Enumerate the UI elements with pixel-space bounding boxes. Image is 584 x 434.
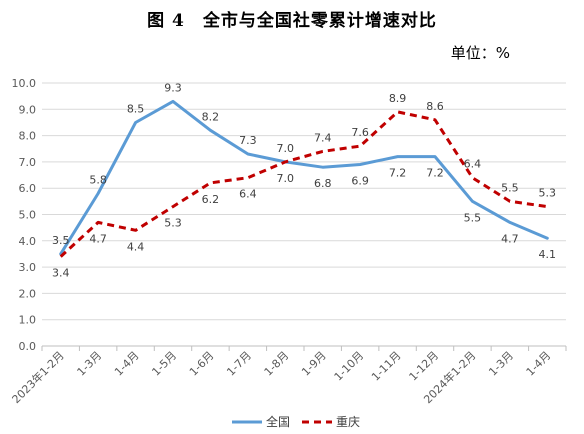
data-label-national: 3.5 xyxy=(52,234,70,247)
y-tick-label: 8.0 xyxy=(19,130,37,143)
data-label-national: 6.9 xyxy=(351,175,369,188)
x-tick-label: 1-10月 xyxy=(332,349,367,384)
data-label-national: 7.3 xyxy=(239,134,257,147)
x-tick-label: 1-4月 xyxy=(524,349,554,379)
y-tick-label: 1.0 xyxy=(19,314,37,327)
data-label-national: 5.8 xyxy=(89,173,107,186)
x-tick-label: 1-3月 xyxy=(75,349,105,379)
data-label-national: 7.2 xyxy=(389,167,407,180)
data-label-national: 6.8 xyxy=(314,177,332,190)
legend-label: 重庆 xyxy=(336,415,360,429)
y-tick-label: 7.0 xyxy=(19,156,37,169)
x-tick-label: 1-3月 xyxy=(486,349,516,379)
data-label-chongqing: 7.4 xyxy=(314,131,332,144)
data-label-chongqing: 6.4 xyxy=(239,188,257,201)
data-label-national: 8.5 xyxy=(127,102,145,115)
data-label-national: 4.7 xyxy=(501,232,519,245)
x-tick-label: 1-11月 xyxy=(369,349,404,384)
x-tick-label: 1-6月 xyxy=(187,349,217,379)
data-label-chongqing: 5.3 xyxy=(539,187,557,200)
y-tick-label: 3.0 xyxy=(19,261,37,274)
x-tick-label: 1-4月 xyxy=(112,349,142,379)
y-tick-label: 2.0 xyxy=(19,287,37,300)
data-label-national: 8.2 xyxy=(202,110,220,123)
data-label-national: 7.0 xyxy=(277,172,295,185)
x-tick-label: 1-5月 xyxy=(149,349,179,379)
data-label-chongqing: 5.5 xyxy=(501,181,519,194)
data-label-chongqing: 8.9 xyxy=(389,92,407,105)
chart-title: 图 4 全市与全国社零累计增速对比 xyxy=(147,11,437,31)
data-label-national: 5.5 xyxy=(464,211,482,224)
data-label-chongqing: 3.4 xyxy=(52,267,70,280)
series-line-national xyxy=(59,99,549,256)
x-tick-label: 1-12月 xyxy=(406,349,441,384)
y-tick-label: 0.0 xyxy=(19,340,37,353)
x-tick-label: 2023年1-2月 xyxy=(9,348,67,406)
y-tick-label: 6.0 xyxy=(19,182,37,195)
data-label-chongqing: 5.3 xyxy=(164,217,182,230)
data-label-national: 4.1 xyxy=(539,248,557,261)
y-tick-label: 4.0 xyxy=(19,235,37,248)
y-tick-label: 5.0 xyxy=(19,209,37,222)
data-label-chongqing: 8.6 xyxy=(426,100,444,113)
legend-label: 全国 xyxy=(266,414,290,429)
y-tick-label: 10.0 xyxy=(12,77,37,90)
data-label-chongqing: 7.6 xyxy=(351,126,369,139)
data-label-chongqing: 6.4 xyxy=(464,158,482,171)
data-label-chongqing: 6.2 xyxy=(202,193,220,206)
y-tick-label: 9.0 xyxy=(19,103,37,116)
data-label-national: 7.2 xyxy=(426,167,444,180)
x-tick-label: 1-7月 xyxy=(224,349,254,379)
data-label-chongqing: 7.0 xyxy=(277,142,295,155)
data-label-chongqing: 4.4 xyxy=(127,240,145,253)
unit-label: 单位：% xyxy=(450,44,510,62)
series-line-chongqing xyxy=(59,110,548,258)
x-tick-label: 1-9月 xyxy=(299,349,329,379)
x-tick-label: 1-8月 xyxy=(262,349,292,379)
data-label-national: 9.3 xyxy=(164,81,182,94)
data-label-chongqing: 4.7 xyxy=(89,232,107,245)
